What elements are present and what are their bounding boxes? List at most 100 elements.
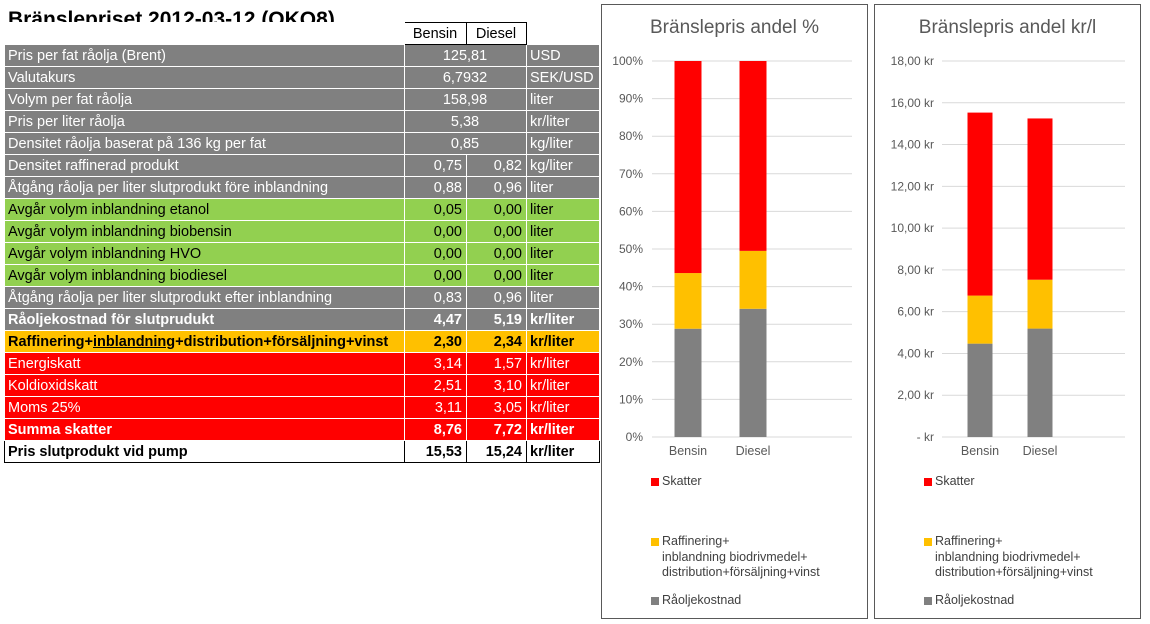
table-row: Raffinering+inblandning+distribution+för… [4, 330, 600, 353]
chart-panel-percent: Bränslepris andel % 0% 10% 20% 30% 40% 50% 60%… [601, 4, 868, 619]
row-label: Avgår volym inblandning etanol [4, 198, 405, 221]
row-value-diesel: 5,19 [466, 308, 527, 331]
row-value-bensin: 0,00 [404, 220, 467, 243]
table-row: Koldioxidskatt 2,51 3,10 kr/liter [4, 374, 600, 397]
row-value-diesel: 0,96 [466, 286, 527, 309]
row-label: Raffinering+inblandning+distribution+för… [4, 330, 405, 353]
legend-label-skatter: Skatter [662, 474, 702, 488]
row-value-diesel: 0,00 [466, 220, 527, 243]
table-row: Valutakurs 6,7932 SEK/USD [4, 66, 600, 89]
row-value-bensin: 15,53 [404, 440, 467, 463]
row-value-bensin: 2,51 [404, 374, 467, 397]
chart-title-percent: Bränslepris andel % [650, 17, 819, 38]
row-label: Råoljekostnad för slutprudukt [4, 308, 405, 331]
row-unit: kg/liter [526, 132, 600, 155]
row-value-diesel: 0,00 [466, 242, 527, 265]
legend-swatch-skatter [651, 477, 659, 486]
legend-label-raff-line-3: distribution+försäljning+vinst [662, 565, 820, 579]
legend-swatch-raffinering [924, 537, 932, 546]
row-value-bensin: 3,11 [404, 396, 467, 419]
row-unit: liter [526, 88, 600, 111]
row-value-diesel: 0,96 [466, 176, 527, 199]
y-tick-label: 90% [619, 92, 643, 106]
y-tick-label: 10,00 kr [891, 221, 934, 235]
row-value-merged: 125,81 [404, 44, 527, 67]
header-bensin: Bensin [404, 22, 467, 45]
row-unit: kr/liter [526, 352, 600, 375]
legend-raffinering: Raffinering+ inblandning biodrivmedel+ d… [924, 534, 1093, 581]
y-tick-label: 60% [619, 204, 643, 218]
y-tick-label: - kr [917, 430, 934, 444]
row-label: Densitet råolja baserat på 136 kg per fa… [4, 132, 405, 155]
row-unit: SEK/USD [526, 66, 600, 89]
legend-raffinering: Raffinering+ inblandning biodrivmedel+ d… [651, 534, 820, 581]
row-unit: kr/liter [526, 396, 600, 419]
y-tick-label: 2,00 kr [897, 388, 934, 402]
table-row: Pris per liter råolja 5,38 kr/liter [4, 110, 600, 133]
y-tick-label: 80% [619, 129, 643, 143]
bar-segment-skatter [1027, 118, 1053, 280]
legend-label-raff-line-2: inblandning biodrivmedel+ [662, 549, 808, 564]
bar-segment-skatter [967, 112, 993, 296]
legend-swatch-raffinering [651, 537, 659, 546]
row-label: Pris slutprodukt vid pump [4, 440, 405, 463]
row-value-diesel: 1,57 [466, 352, 527, 375]
table-row: Avgår volym inblandning biobensin 0,00 0,0… [4, 220, 600, 243]
row-value-bensin: 2,30 [404, 330, 467, 353]
y-tick-label: 100% [612, 54, 643, 68]
y-tick-label: 40% [619, 280, 643, 294]
header-diesel: Diesel [466, 22, 527, 45]
y-tick-label: 8,00 kr [897, 263, 934, 277]
row-label: Valutakurs [4, 66, 405, 89]
row-label: Avgår volym inblandning HVO [4, 242, 405, 265]
y-tick-label: 6,00 kr [897, 305, 934, 319]
bar-segment-raffinering [1027, 279, 1053, 329]
y-tick-label: 18,00 kr [891, 54, 934, 68]
y-tick-label: 70% [619, 167, 643, 181]
row-unit: liter [526, 286, 600, 309]
row-value-bensin: 4,47 [404, 308, 467, 331]
table-row: Summa skatter 8,76 7,72 kr/liter [4, 418, 600, 441]
bar-segment-raffinering [674, 273, 702, 329]
table-row: Avgår volym inblandning HVO 0,00 0,00 liter [4, 242, 600, 265]
legend-raolje: Råoljekostnad [651, 593, 741, 607]
chart-kr-svg: - kr 2,00 kr 4,00 kr 6,00 kr 8,00 kr 10,00 kr… [891, 54, 1125, 458]
x-category-label: Diesel [1023, 444, 1058, 458]
row-value-diesel: 3,10 [466, 374, 527, 397]
row-value-merged: 0,85 [404, 132, 527, 155]
row-unit: kr/liter [526, 440, 600, 463]
row-value-diesel: 0,82 [466, 154, 527, 177]
bar-segment-raffinering [967, 295, 993, 344]
row-value-bensin: 0,75 [404, 154, 467, 177]
row-value-diesel: 2,34 [466, 330, 527, 353]
row-label: Energiskatt [4, 352, 405, 375]
chart-percent-svg: 0% 10% 20% 30% 40% 50% 60% 70% 80% 90% 100% Bensin D… [612, 54, 852, 458]
row-unit: liter [526, 220, 600, 243]
bar-segment-skatter [674, 61, 702, 274]
row-value-merged: 158,98 [404, 88, 527, 111]
row-label: Åtgång råolja per liter slutprodukt efte… [4, 286, 405, 309]
legend-swatch-skatter [924, 477, 932, 486]
table-row: Avgår volym inblandning biodiesel 0,00 0,0… [4, 264, 600, 287]
table-row: Åtgång råolja per liter slutprodukt efte… [4, 286, 600, 309]
row-value-bensin: 0,00 [404, 264, 467, 287]
row-value-bensin: 0,83 [404, 286, 467, 309]
x-category-label: Bensin [669, 444, 707, 458]
legend-skatter: Skatter [924, 474, 975, 488]
bar-segment-raolje [674, 328, 702, 437]
row-label-part: Raffinering+ [8, 333, 93, 350]
chart-title-kr: Bränslepris andel kr/l [918, 17, 1097, 38]
row-value-merged: 6,7932 [404, 66, 527, 89]
bar-segment-raffinering [739, 250, 767, 309]
bar-segment-raolje [1027, 328, 1053, 437]
row-value-bensin: 8,76 [404, 418, 467, 441]
row-unit: kg/liter [526, 154, 600, 177]
table-row: Råoljekostnad för slutprudukt 4,47 5,19 kr/… [4, 308, 600, 331]
table-row: Energiskatt 3,14 1,57 kr/liter [4, 352, 600, 375]
row-label: Avgår volym inblandning biodiesel [4, 264, 405, 287]
legend-swatch-raolje [924, 596, 932, 605]
row-label-part: +distribution+försäljning+vinst [175, 333, 389, 350]
row-unit: liter [526, 264, 600, 287]
y-tick-label: 10% [619, 392, 643, 406]
row-value-diesel: 0,00 [466, 198, 527, 221]
